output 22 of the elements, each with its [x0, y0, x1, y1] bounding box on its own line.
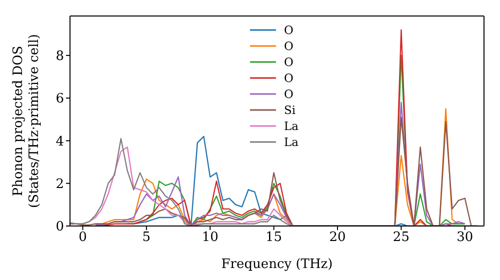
x-tick-label: 20 [329, 230, 346, 246]
x-tick-label: 5 [142, 230, 151, 246]
legend-label: O [284, 70, 294, 86]
y-tick-label: 2 [56, 176, 64, 192]
x-tick-label: 30 [456, 230, 474, 246]
legend-label: O [284, 86, 294, 102]
y-tick-label: 8 [56, 49, 64, 64]
legend-label: La [284, 118, 298, 134]
x-tick-label: 10 [202, 230, 218, 246]
x-tick-label: 25 [392, 230, 410, 246]
legend-label: O [284, 22, 294, 38]
legend-label: La [284, 134, 298, 150]
y-axis-title: Phonon projected DOS (States/THz·primitive cell) [11, 34, 42, 208]
x-tick-label: 0 [78, 230, 87, 246]
y-tick-label: 6 [56, 92, 64, 107]
legend-label: O [284, 54, 294, 70]
x-tick-label: 15 [266, 230, 282, 246]
y-tick-label: 4 [56, 134, 64, 150]
y-tick-label: 0 [56, 220, 64, 235]
legend-label: O [284, 38, 294, 54]
x-axis-title: Frequency (THz) [221, 257, 333, 272]
legend-label: Si [284, 102, 296, 118]
